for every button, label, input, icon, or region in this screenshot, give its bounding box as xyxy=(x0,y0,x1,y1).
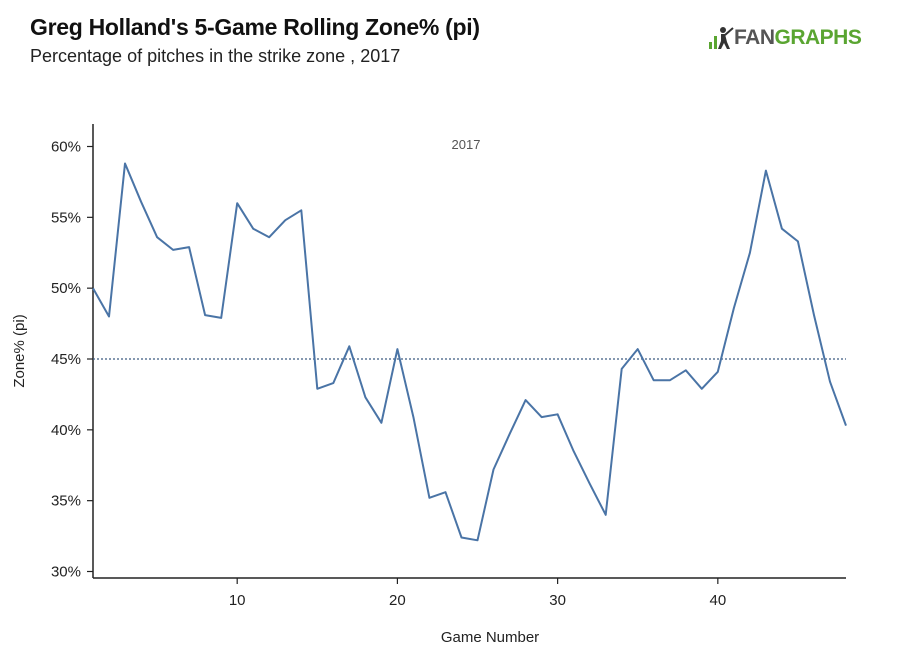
logo-suffix: GRAPHS xyxy=(774,26,862,49)
y-tick-label: 55% xyxy=(51,209,81,226)
y-tick-label: 50% xyxy=(51,280,81,297)
y-tick-label: 45% xyxy=(51,351,81,368)
x-tick-label: 10 xyxy=(229,592,246,609)
y-tick-label: 30% xyxy=(51,564,81,581)
y-tick-label: 35% xyxy=(51,493,81,510)
x-tick-label: 20 xyxy=(389,592,406,609)
y-axis-title: Zone% (pi) xyxy=(11,314,28,387)
year-annotation: 2017 xyxy=(452,137,481,152)
logo-prefix: FAN xyxy=(734,26,775,49)
y-axis-labels: 30% 35% 40% 45% 50% 55% 60% xyxy=(51,139,93,581)
x-tick-label: 40 xyxy=(709,592,726,609)
x-axis-labels: 10 20 30 40 xyxy=(229,578,726,609)
x-tick-label: 30 xyxy=(549,592,566,609)
batter-icon xyxy=(709,27,734,49)
chart-subtitle: Percentage of pitches in the strike zone… xyxy=(30,46,401,66)
fangraphs-logo: FANGRAPHS xyxy=(708,24,862,52)
logo-wordmark: FANGRAPHS xyxy=(734,26,862,50)
y-tick-label: 40% xyxy=(51,422,81,439)
x-axis-title: Game Number xyxy=(441,629,539,646)
series-line xyxy=(92,162,847,542)
y-tick-label: 60% xyxy=(51,139,81,156)
chart-title: Greg Holland's 5-Game Rolling Zone% (pi) xyxy=(30,14,480,40)
